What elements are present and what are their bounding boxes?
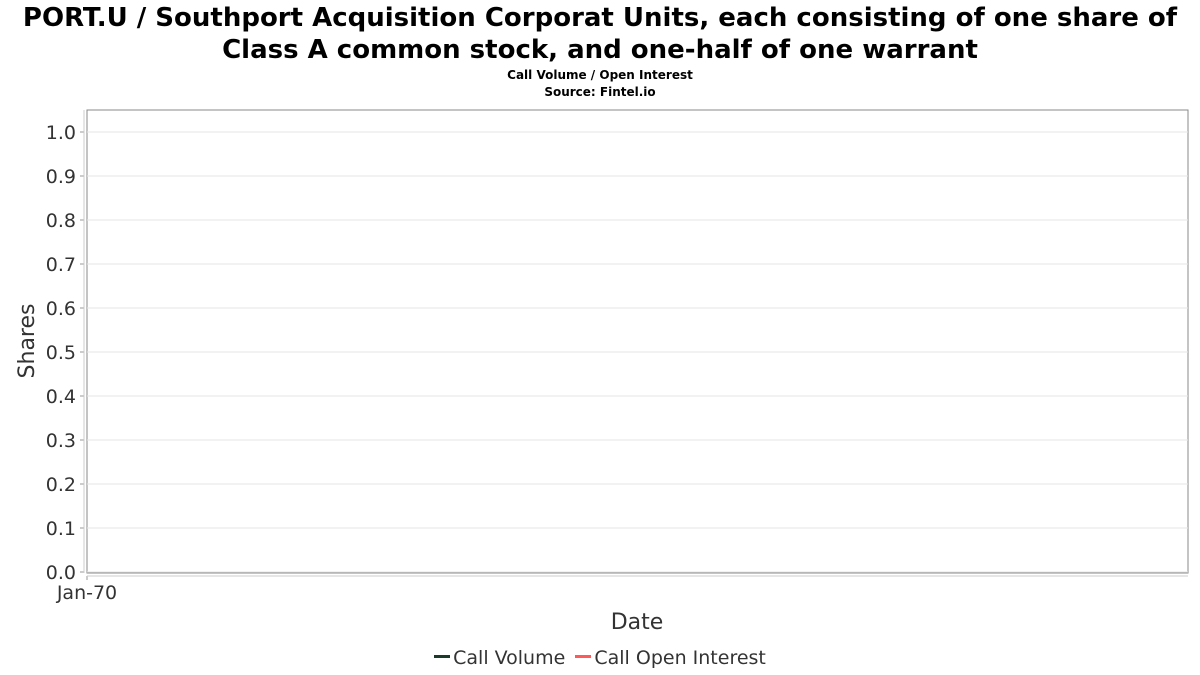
- y-tick-label: 0.8: [46, 210, 76, 232]
- plot-area: [86, 109, 1189, 574]
- y-axis-label: Shares: [15, 304, 40, 379]
- x-axis-ticks: Jan-70: [56, 576, 117, 604]
- legend: Call Volume Call Open Interest: [0, 647, 1200, 669]
- x-axis-label: Date: [611, 610, 664, 635]
- y-tick-label: 1.0: [46, 122, 76, 144]
- legend-swatch-call-volume: [434, 655, 451, 658]
- legend-label-call-volume: Call Volume: [453, 647, 566, 669]
- chart-subtitle: Call Volume / Open Interest: [507, 68, 693, 82]
- y-tick-label: 0.5: [46, 342, 76, 364]
- y-tick-label: 0.0: [46, 562, 76, 584]
- y-tick-label: 0.4: [46, 386, 76, 408]
- y-tick-label: 0.3: [46, 430, 76, 452]
- chart-title: PORT.U / Southport Acquisition Corporat …: [0, 2, 1200, 66]
- grid-lines: [87, 131, 1188, 573]
- chart-title-line-2: Class A common stock, and one-half of on…: [222, 35, 978, 65]
- legend-label-call-open-interest: Call Open Interest: [594, 647, 766, 669]
- chart-source: Source: Fintel.io: [544, 85, 656, 99]
- y-axis-ticks: 0.0 0.1 0.2 0.3 0.4 0.5 0.6 0.7 0.8 0.9 1.0: [46, 122, 84, 584]
- y-tick-label: 0.6: [46, 298, 76, 320]
- chart-title-line-1: PORT.U / Southport Acquisition Corporat …: [22, 3, 1178, 33]
- y-tick-label: 0.9: [46, 166, 76, 188]
- legend-item-call-volume[interactable]: Call Volume: [434, 647, 565, 669]
- legend-item-call-open-interest[interactable]: Call Open Interest: [575, 647, 766, 669]
- y-tick-label: 0.1: [46, 518, 76, 540]
- y-tick-label: 0.7: [46, 254, 76, 276]
- x-tick-label: Jan-70: [56, 582, 117, 604]
- y-tick-label: 0.2: [46, 474, 76, 496]
- legend-swatch-call-open-interest: [575, 655, 592, 658]
